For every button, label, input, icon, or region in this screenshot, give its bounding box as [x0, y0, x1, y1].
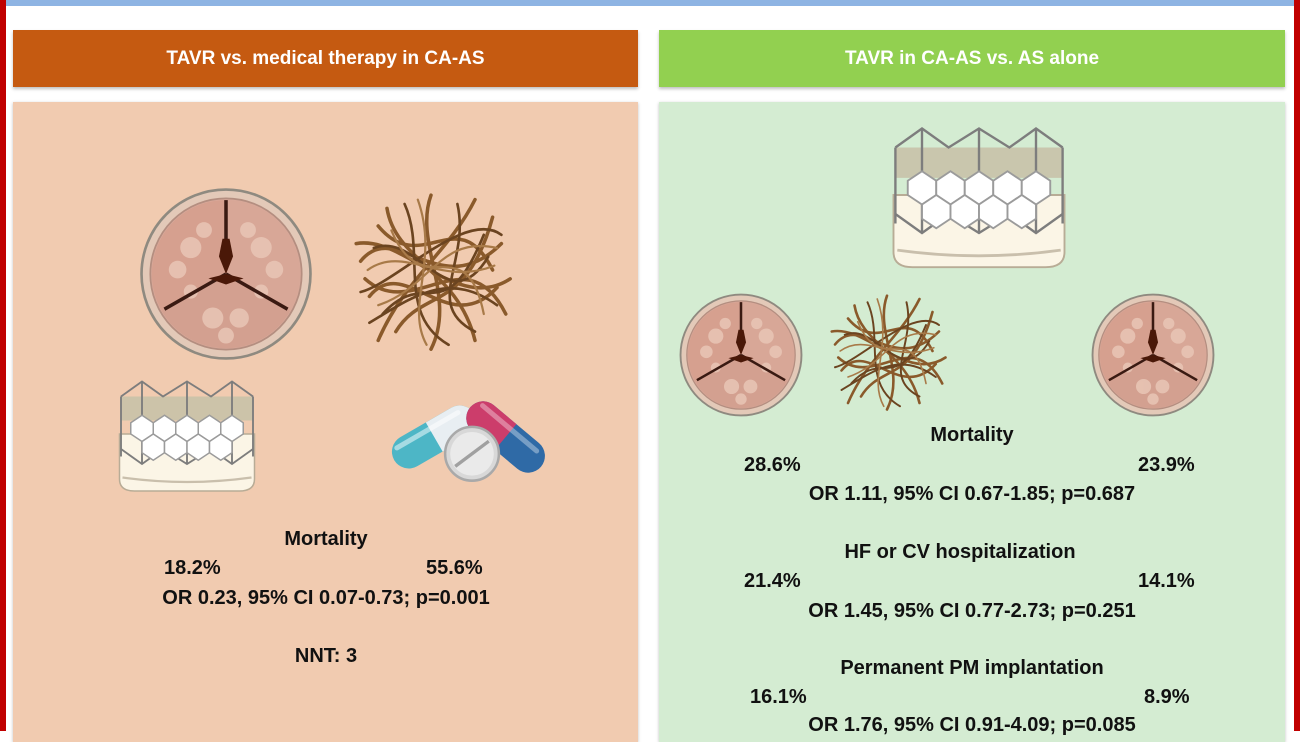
amyloid-fibrils-icon	[830, 294, 947, 411]
tavr-valve-icon	[118, 380, 256, 493]
right-panel-header: TAVR in CA-AS vs. AS alone	[659, 30, 1285, 87]
tavr-valve-icon	[891, 126, 1067, 269]
top-band	[0, 0, 1300, 6]
stenotic-aortic-valve-icon	[139, 187, 313, 361]
left-panel-header: TAVR vs. medical therapy in CA-AS	[13, 30, 638, 87]
right-outcome-value-ca-as: 21.4%	[744, 570, 801, 592]
stenotic-aortic-valve-icon	[1091, 293, 1215, 417]
stenotic-aortic-valve-icon	[679, 293, 803, 417]
right-outcome-stats: OR 1.45, 95% CI 0.77-2.73; p=0.251	[808, 600, 1136, 622]
right-outcome-value-as-alone: 23.9%	[1138, 454, 1195, 476]
left-nnt: NNT: 3	[294, 645, 358, 667]
right-outcome-stats: OR 1.76, 95% CI 0.91-4.09; p=0.085	[808, 714, 1136, 736]
right-outcome-value-ca-as: 28.6%	[744, 454, 801, 476]
left-outcome-title: Mortality	[284, 528, 368, 550]
left-outcome-value-tavr: 18.2%	[164, 557, 221, 579]
right-frame-border	[1294, 0, 1300, 731]
left-frame-border	[0, 0, 6, 731]
right-outcome-value-ca-as: 16.1%	[750, 686, 807, 708]
left-outcome-value-medical: 55.6%	[426, 557, 483, 579]
right-outcome-title-hospitalization: HF or CV hospitalization	[844, 541, 1076, 563]
right-outcome-title-pacemaker: Permanent PM implantation	[840, 657, 1104, 679]
right-outcome-value-as-alone: 14.1%	[1138, 570, 1195, 592]
pills-icon	[388, 392, 554, 483]
right-outcome-title-mortality: Mortality	[930, 424, 1014, 446]
right-panel-title: TAVR in CA-AS vs. AS alone	[844, 47, 1100, 69]
left-panel-body	[13, 102, 638, 742]
right-outcome-value-as-alone: 8.9%	[1144, 686, 1190, 708]
left-panel-title: TAVR vs. medical therapy in CA-AS	[166, 47, 485, 69]
amyloid-fibrils-icon	[354, 193, 513, 352]
right-outcome-stats: OR 1.11, 95% CI 0.67-1.85; p=0.687	[808, 483, 1136, 505]
left-outcome-stats: OR 0.23, 95% CI 0.07-0.73; p=0.001	[162, 587, 490, 609]
